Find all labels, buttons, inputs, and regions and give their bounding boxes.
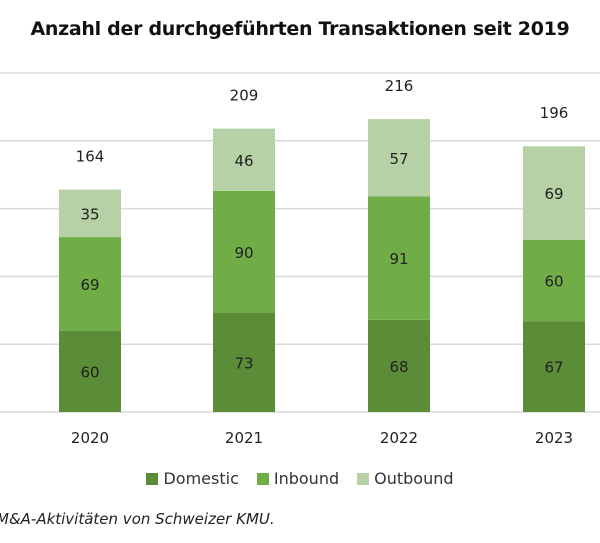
legend-item-domestic: Domestic xyxy=(146,469,239,488)
data-label: 90 xyxy=(234,244,253,262)
legend-label: Domestic xyxy=(163,469,239,488)
bar-outbound-2020 xyxy=(59,189,121,238)
x-tick-label: 2021 xyxy=(225,429,263,447)
legend-swatch xyxy=(357,472,370,485)
bar-inbound-2021 xyxy=(213,190,275,314)
total-label-bg xyxy=(516,103,592,126)
data-label: 91 xyxy=(389,250,408,268)
bar-domestic-2022 xyxy=(368,319,430,412)
total-label-bg xyxy=(361,76,437,99)
bar-inbound-2020 xyxy=(59,237,121,331)
legend-item-outbound: Outbound xyxy=(357,469,454,488)
bars xyxy=(59,119,585,412)
legend-swatch xyxy=(146,472,159,485)
total-label: 216 xyxy=(385,77,414,95)
labels: 60 69 35 164 2020 73 90 46 209 2021 68 91 57 216 2022 6… xyxy=(52,76,592,447)
data-label: 57 xyxy=(389,150,408,168)
total-label: 209 xyxy=(230,87,259,105)
data-label: 73 xyxy=(234,355,253,373)
x-tick-label: 2020 xyxy=(71,429,109,447)
bar-inbound-2022 xyxy=(368,196,430,320)
data-label: 69 xyxy=(80,276,99,294)
total-label-bg xyxy=(206,85,282,108)
bar-outbound-2023 xyxy=(523,146,585,240)
data-label: 35 xyxy=(80,205,99,223)
bar-outbound-2021 xyxy=(213,128,275,191)
data-label: 69 xyxy=(544,185,563,203)
x-tick-label: 2022 xyxy=(380,429,418,447)
data-label: 67 xyxy=(544,359,563,377)
bar-domestic-2021 xyxy=(213,313,275,412)
legend-swatch xyxy=(256,472,269,485)
bar-domestic-2020 xyxy=(59,330,121,412)
legend-label: Inbound xyxy=(273,469,340,488)
legend: Domestic Inbound Outbound xyxy=(0,469,600,488)
x-tick-label: 2023 xyxy=(535,429,573,447)
bar-outbound-2022 xyxy=(368,119,430,197)
data-label: 60 xyxy=(544,272,563,290)
data-label: 60 xyxy=(80,363,99,381)
bar-inbound-2023 xyxy=(523,239,585,322)
chart-title: Anzahl der durchgeführten Transaktionen … xyxy=(30,18,570,40)
total-label: 196 xyxy=(540,104,569,122)
total-label: 164 xyxy=(76,148,105,166)
bar-domestic-2023 xyxy=(523,321,585,412)
caption: M&A-Aktivitäten von Schweizer KMU. xyxy=(0,510,275,528)
data-label: 68 xyxy=(389,358,408,376)
data-label: 46 xyxy=(234,152,253,170)
legend-label: Outbound xyxy=(374,469,454,488)
gridlines xyxy=(0,72,600,413)
legend-item-inbound: Inbound xyxy=(256,469,340,488)
total-label-bg xyxy=(52,146,128,169)
